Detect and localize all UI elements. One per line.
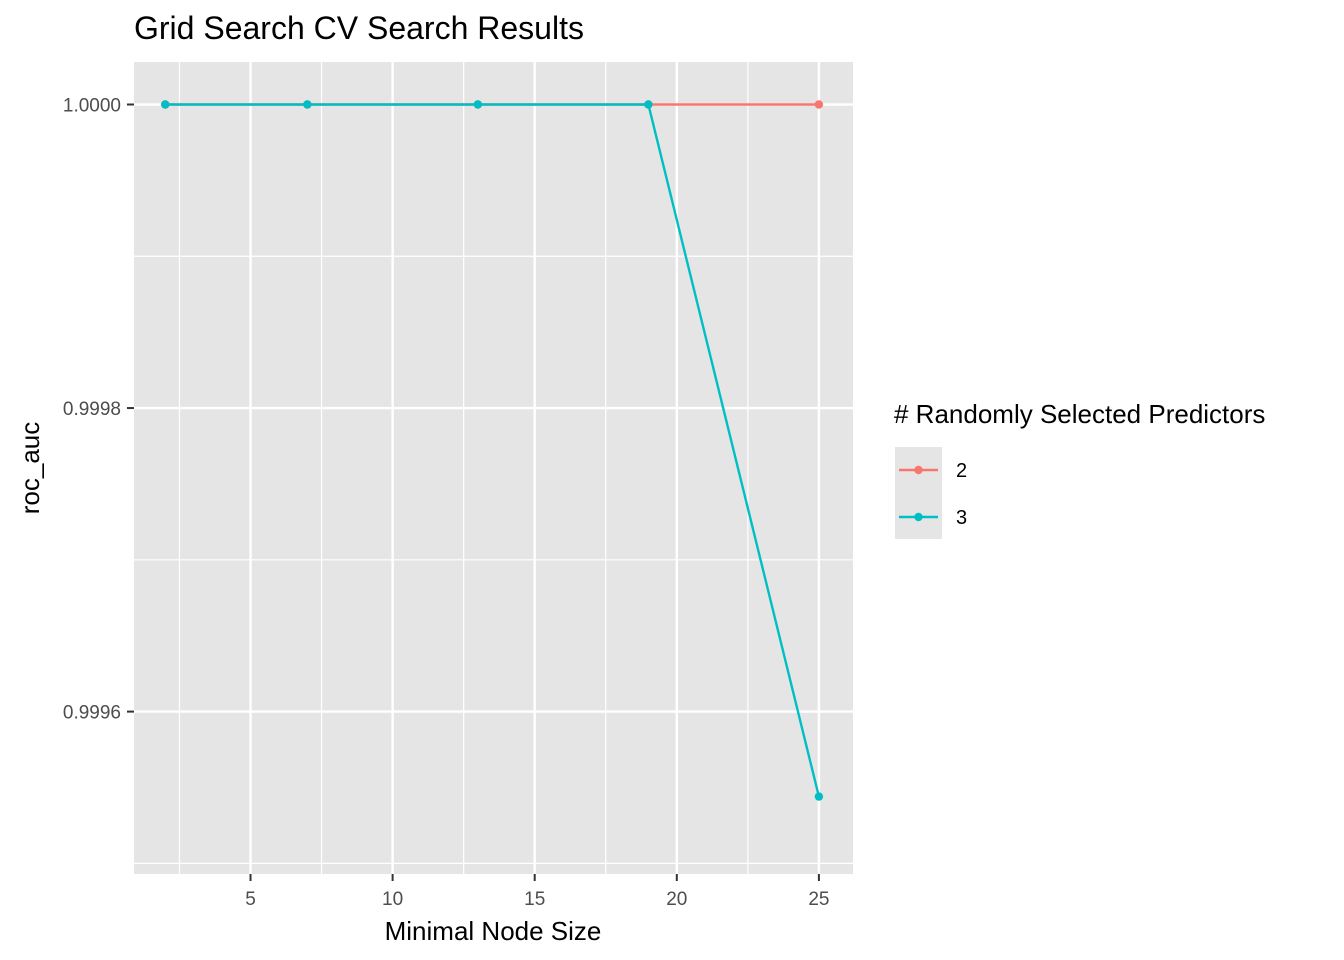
y-axis-ticks: 0.9996 0.9998 1.0000 (63, 95, 134, 724)
legend-title: # Randomly Selected Predictors (894, 399, 1265, 429)
x-axis-title: Minimal Node Size (385, 916, 602, 946)
legend-label-2: 2 (956, 460, 967, 482)
y-tick-label: 0.9998 (63, 399, 121, 420)
x-tick-label: 5 (245, 889, 256, 910)
data-point-series-3 (644, 100, 653, 109)
x-tick-label: 15 (524, 889, 545, 910)
legend-label-3: 3 (956, 507, 967, 529)
plot-panel (134, 62, 853, 874)
x-tick-label: 10 (382, 889, 403, 910)
major-gridlines (134, 62, 853, 874)
legend-key-background (895, 447, 942, 539)
data-point-series-3 (473, 100, 483, 109)
data-point-series-2 (814, 100, 824, 109)
x-tick-label: 20 (666, 889, 687, 910)
y-axis-title: roc_auc (15, 422, 45, 515)
y-tick-label: 1.0000 (63, 95, 121, 116)
x-axis-ticks: 5 10 15 20 25 (245, 874, 829, 910)
legend: # Randomly Selected Predictors 23 (894, 399, 1265, 539)
data-point-series-3 (303, 100, 312, 109)
y-tick-label: 0.9996 (63, 703, 121, 724)
minor-gridlines (134, 62, 853, 874)
series-points (161, 100, 824, 801)
data-point-series-3 (814, 792, 824, 801)
data-point-series-3 (161, 100, 170, 109)
x-tick-label: 25 (808, 889, 829, 910)
legend-key-point-2 (914, 465, 923, 475)
legend-items: 23 (899, 460, 967, 529)
chart-title: Grid Search CV Search Results (134, 10, 584, 46)
legend-key-point-3 (914, 512, 923, 522)
